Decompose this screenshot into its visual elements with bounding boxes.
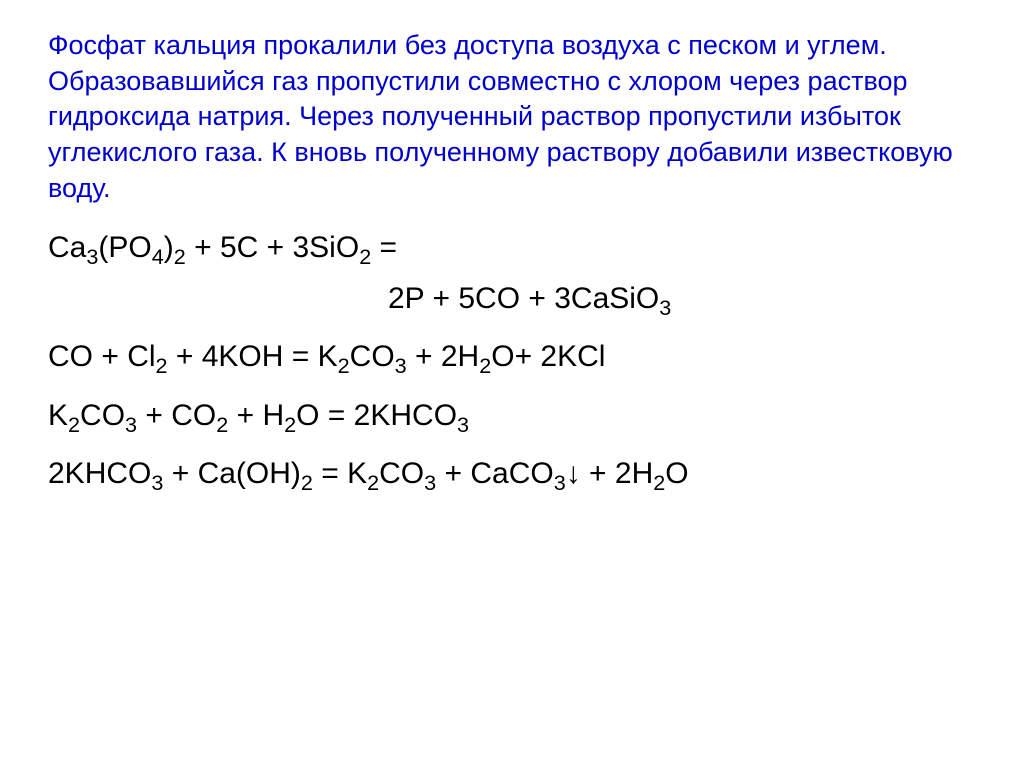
equations-block: Ca3(PO4)2 + 5C + 3SiO2 = 2P + 5CO + 3CaS… (48, 228, 986, 495)
equation-2: CO + Cl2 + 4KOH = K2CO3 + 2H2O+ 2KCl (48, 337, 986, 378)
equation-3: K2CO3 + CO2 + H2O = 2KHCO3 (48, 396, 986, 437)
equation-4: 2KHCO3 + Ca(OH)2 = K2CO3 + CaCO3↓ + 2H2O (48, 454, 986, 495)
equation-1-right: 2P + 5CO + 3CaSiO3 (48, 279, 986, 320)
equation-1-left: Ca3(PO4)2 + 5C + 3SiO2 = (48, 228, 986, 269)
problem-statement: Фосфат кальция прокалили без доступа воз… (48, 28, 986, 206)
